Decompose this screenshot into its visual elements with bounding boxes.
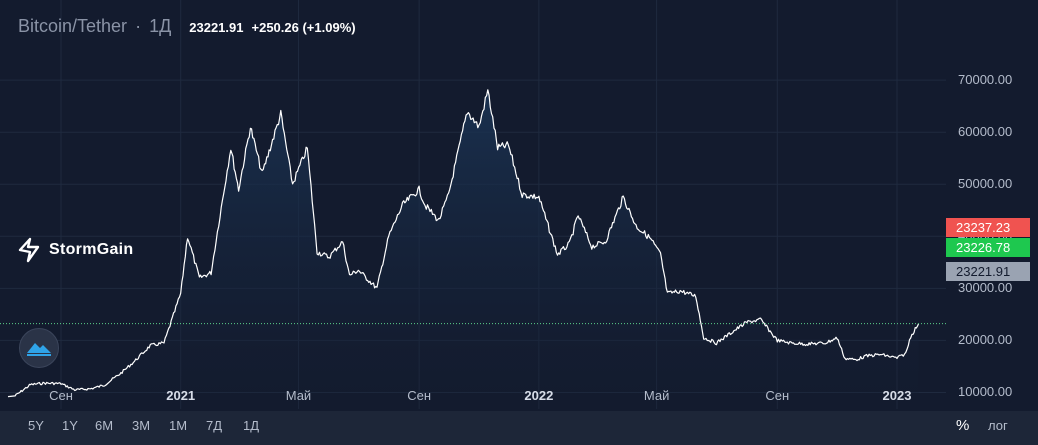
x-tick-label: 2021 (166, 388, 196, 403)
x-tick-label: 2023 (882, 388, 912, 403)
chart-header: Bitcoin/Tether · 1Д 23221.91 +250.26 (+1… (18, 16, 356, 37)
last-price: 23221.91 (189, 20, 244, 35)
separator: · (135, 16, 142, 36)
range-1y-button[interactable]: 1Y (62, 418, 78, 433)
chart-area[interactable] (0, 0, 946, 409)
y-tick-label: 50000.00 (958, 176, 1013, 192)
range-toolbar: 5Y 1Y 6M 3M 1M 7Д 1Д % лог (0, 411, 1038, 445)
price-area-fill (8, 89, 919, 409)
y-tick-label: 60000.00 (958, 124, 1013, 140)
range-3m-button[interactable]: 3M (132, 418, 151, 433)
range-1d-button[interactable]: 1Д (243, 418, 260, 433)
mountain-icon (27, 343, 51, 356)
bid-price-label: 23226.78 (946, 238, 1030, 257)
log-scale-toggle[interactable]: лог (988, 418, 1008, 433)
last-price-label: 23221.91 (946, 262, 1030, 281)
symbol-title[interactable]: Bitcoin/Tether (18, 16, 128, 36)
stormgain-logo: StormGain (17, 237, 134, 263)
range-1m-button[interactable]: 1M (169, 418, 188, 433)
x-tick-label: Сен (407, 388, 432, 403)
x-tick-label: 2022 (524, 388, 554, 403)
range-7d-button[interactable]: 7Д (206, 418, 223, 433)
brand-name: StormGain (49, 241, 134, 258)
x-tick-label: Сен (49, 388, 73, 403)
price-chart[interactable] (0, 0, 946, 409)
y-tick-label: 10000.00 (958, 384, 1013, 400)
y-tick-label: 30000.00 (958, 280, 1013, 296)
y-tick-label: 70000.00 (958, 72, 1013, 88)
percent-scale-toggle[interactable]: % (956, 417, 970, 434)
range-5y-button[interactable]: 5Y (28, 418, 44, 433)
x-tick-label: Сен (765, 388, 790, 403)
range-6m-button[interactable]: 6M (95, 418, 114, 433)
price-line (7, 89, 920, 398)
price-change: +250.26 (+1.09%) (251, 20, 356, 35)
timeframe-label[interactable]: 1Д (149, 16, 172, 36)
y-tick-label: 20000.00 (958, 332, 1013, 348)
ask-price-label: 23237.23 (946, 218, 1030, 237)
x-tick-label: Май (285, 388, 312, 403)
x-tick-label: Май (643, 388, 670, 403)
lightning-icon (18, 237, 40, 263)
stormgain-mountain-button[interactable] (19, 328, 59, 368)
